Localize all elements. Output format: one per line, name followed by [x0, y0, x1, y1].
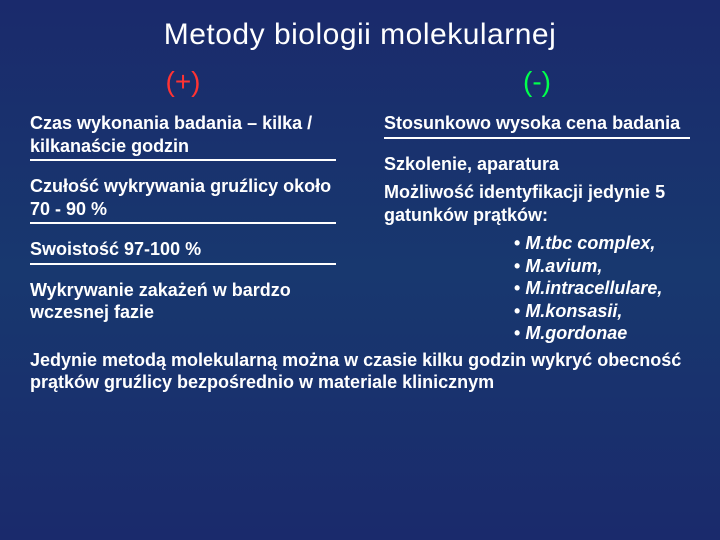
- two-columns: (+) Czas wykonania badania – kilka / kil…: [30, 66, 690, 345]
- right-item-lead: Możliwość identyfikacji jedynie 5 gatunk…: [384, 181, 690, 226]
- left-item: Swoistość 97-100 %: [30, 238, 336, 265]
- left-item: Czas wykonania badania – kilka / kilkana…: [30, 112, 336, 161]
- sublist-text: M.gordonae: [525, 323, 627, 343]
- left-item: Czułość wykrywania gruźlicy około 70 - 9…: [30, 175, 336, 224]
- species-sublist: • M.tbc complex, • M.avium, • M.intracel…: [514, 232, 690, 345]
- right-item: Stosunkowo wysoka cena badania: [384, 112, 690, 139]
- right-column: (-) Stosunkowo wysoka cena badania Szkol…: [384, 66, 690, 345]
- sublist-item: • M.konsasii,: [514, 300, 690, 323]
- slide: Metody biologii molekularnej (+) Czas wy…: [0, 0, 720, 540]
- sublist-item: • M.gordonae: [514, 322, 690, 345]
- footer-text: Jedynie metodą molekularną można w czasi…: [30, 349, 690, 394]
- left-item: Wykrywanie zakażeń w bardzo wczesnej faz…: [30, 279, 336, 324]
- minus-header: (-): [384, 66, 690, 98]
- sublist-item: • M.tbc complex,: [514, 232, 690, 255]
- sublist-text: M.avium,: [525, 256, 602, 276]
- sublist-text: M.konsasii,: [525, 301, 622, 321]
- sublist-item: • M.avium,: [514, 255, 690, 278]
- right-item: Szkolenie, aparatura: [384, 153, 690, 176]
- sublist-item: • M.intracellulare,: [514, 277, 690, 300]
- left-column: (+) Czas wykonania badania – kilka / kil…: [30, 66, 336, 345]
- sublist-text: M.tbc complex,: [525, 233, 655, 253]
- sublist-text: M.intracellulare,: [525, 278, 662, 298]
- slide-title: Metody biologii molekularnej: [30, 18, 690, 52]
- plus-header: (+): [30, 66, 336, 98]
